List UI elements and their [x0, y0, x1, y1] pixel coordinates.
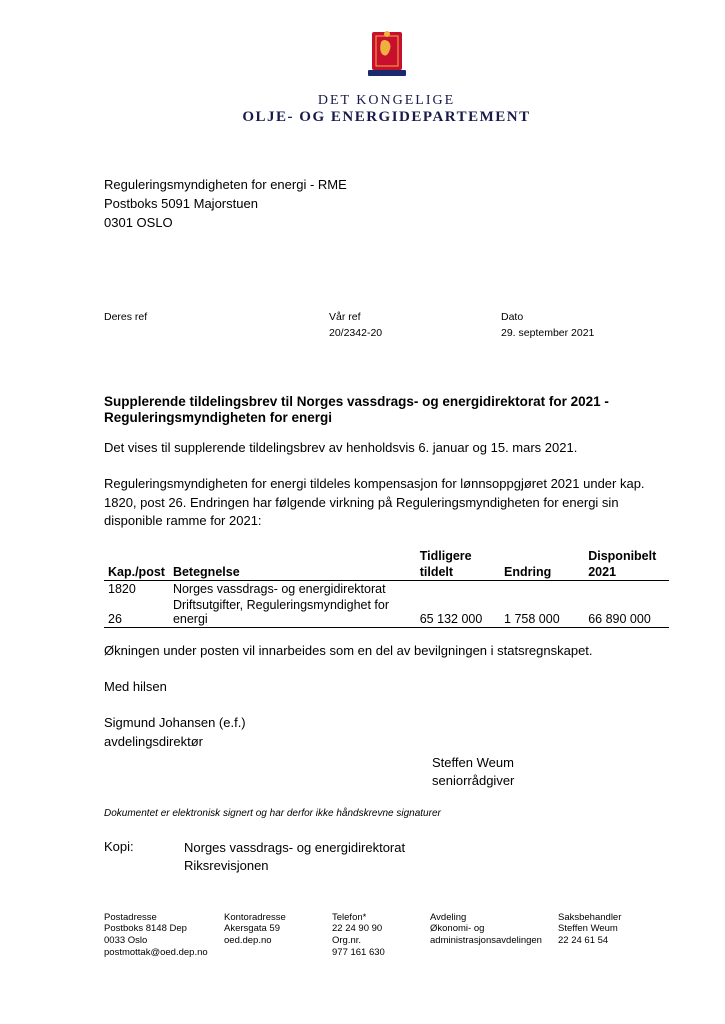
cell-chg: 1 758 000: [500, 597, 584, 628]
our-ref-value: 20/2342-20: [329, 327, 501, 339]
signature-left: Sigmund Johansen (e.f.) avdelingsdirektø…: [104, 714, 669, 750]
signature-block: Sigmund Johansen (e.f.) avdelingsdirektø…: [104, 714, 669, 790]
footer-col: Saksbehandler Steffen Weum 22 24 61 54: [558, 912, 669, 960]
cell-prev: [416, 581, 500, 598]
th-blank: [500, 548, 584, 564]
th-disp1: Disponibelt: [584, 548, 669, 564]
copy-label: Kopi:: [104, 839, 184, 875]
recipient-line: Reguleringsmyndigheten for energi - RME: [104, 176, 669, 195]
table-row: 26 Driftsutgifter, Reguleringsmyndighet …: [104, 597, 669, 628]
copy-list: Norges vassdrags- og energidirektorat Ri…: [184, 839, 405, 875]
cell-disp: 66 890 000: [584, 597, 669, 628]
th-prev1: Tidligere: [416, 548, 500, 564]
footer-line: Org.nr.: [332, 935, 430, 947]
signature-right: Steffen Weum seniorrådgiver: [432, 754, 669, 790]
cell-bet: Norges vassdrags- og energidirektorat: [169, 581, 416, 598]
dept-name-line1: DET KONGELIGE: [104, 93, 669, 109]
th-blank: [169, 548, 416, 564]
date-label: Dato: [501, 311, 669, 323]
reference-row: Deres ref Vår ref 20/2342-20 Dato 29. se…: [104, 311, 669, 339]
recipient-block: Reguleringsmyndigheten for energi - RME …: [104, 176, 669, 233]
th-bet: Betegnelse: [169, 564, 416, 581]
footer-col: Postadresse Postboks 8148 Dep 0033 Oslo …: [104, 912, 224, 960]
th-kap: Kap./post: [104, 564, 169, 581]
th-change: Endring: [500, 564, 584, 581]
paragraph: Reguleringsmyndigheten for energi tildel…: [104, 475, 669, 530]
th-disp2: 2021: [584, 564, 669, 581]
our-ref-label: Vår ref: [329, 311, 501, 323]
allocation-table: Tidligere Disponibelt Kap./post Betegnel…: [104, 548, 669, 628]
our-ref: Vår ref 20/2342-20: [329, 311, 501, 339]
dept-name-line2: OLJE- OG ENERGIDEPARTEMENT: [104, 109, 669, 126]
th-blank: [104, 548, 169, 564]
footer-line: Økonomi- og administrasjonsavdelingen: [430, 923, 558, 947]
footer-line: 22 24 61 54: [558, 935, 669, 947]
cell-disp: [584, 581, 669, 598]
footer-line: 977 161 630: [332, 947, 430, 959]
th-prev2: tildelt: [416, 564, 500, 581]
paragraph: Økningen under posten vil innarbeides so…: [104, 642, 669, 660]
footer-head: Saksbehandler: [558, 912, 669, 924]
cell-kap: 1820: [104, 581, 169, 598]
sig-right-title: seniorrådgiver: [432, 772, 669, 790]
their-ref: Deres ref: [104, 311, 329, 339]
their-ref-label: Deres ref: [104, 311, 329, 323]
footer-line: 22 24 90 90: [332, 923, 430, 935]
footer-block: Postadresse Postboks 8148 Dep 0033 Oslo …: [104, 912, 669, 960]
footer-line: Postboks 8148 Dep: [104, 923, 224, 935]
sig-left-name: Sigmund Johansen (e.f.): [104, 714, 669, 732]
footer-head: Telefon*: [332, 912, 430, 924]
footer-line: Akersgata 59: [224, 923, 332, 935]
esign-note: Dokumentet er elektronisk signert og har…: [104, 808, 669, 819]
sig-right-name: Steffen Weum: [432, 754, 669, 772]
cell-chg: [500, 581, 584, 598]
footer-line: oed.dep.no: [224, 935, 332, 947]
document-page: DET KONGELIGE OLJE- OG ENERGIDEPARTEMENT…: [0, 0, 725, 989]
letterhead: DET KONGELIGE OLJE- OG ENERGIDEPARTEMENT: [104, 30, 669, 126]
footer-col: Telefon* 22 24 90 90 Org.nr. 977 161 630: [332, 912, 430, 960]
cell-prev: 65 132 000: [416, 597, 500, 628]
cell-bet: Driftsutgifter, Reguleringsmyndighet for…: [169, 597, 416, 628]
copy-block: Kopi: Norges vassdrags- og energidirekto…: [104, 839, 669, 875]
recipient-line: Postboks 5091 Majorstuen: [104, 195, 669, 214]
crest-icon: [364, 30, 410, 85]
footer-col: Kontoradresse Akersgata 59 oed.dep.no: [224, 912, 332, 960]
footer-head: Kontoradresse: [224, 912, 332, 924]
subject-line: Supplerende tildelingsbrev til Norges va…: [104, 394, 669, 428]
footer-line: postmottak@oed.dep.no: [104, 947, 224, 959]
table-row: 1820 Norges vassdrags- og energidirektor…: [104, 581, 669, 598]
closing: Med hilsen: [104, 678, 669, 696]
recipient-line: 0301 OSLO: [104, 214, 669, 233]
copy-item: Norges vassdrags- og energidirektorat: [184, 839, 405, 857]
cell-kap: 26: [104, 597, 169, 628]
footer-head: Avdeling: [430, 912, 558, 924]
sig-left-title: avdelingsdirektør: [104, 733, 669, 751]
footer-line: Steffen Weum: [558, 923, 669, 935]
date-value: 29. september 2021: [501, 327, 669, 339]
footer-head: Postadresse: [104, 912, 224, 924]
paragraph: Det vises til supplerende tildelingsbrev…: [104, 439, 669, 457]
date-ref: Dato 29. september 2021: [501, 311, 669, 339]
footer-line: 0033 Oslo: [104, 935, 224, 947]
copy-item: Riksrevisjonen: [184, 857, 405, 875]
footer-col: Avdeling Økonomi- og administrasjonsavde…: [430, 912, 558, 960]
